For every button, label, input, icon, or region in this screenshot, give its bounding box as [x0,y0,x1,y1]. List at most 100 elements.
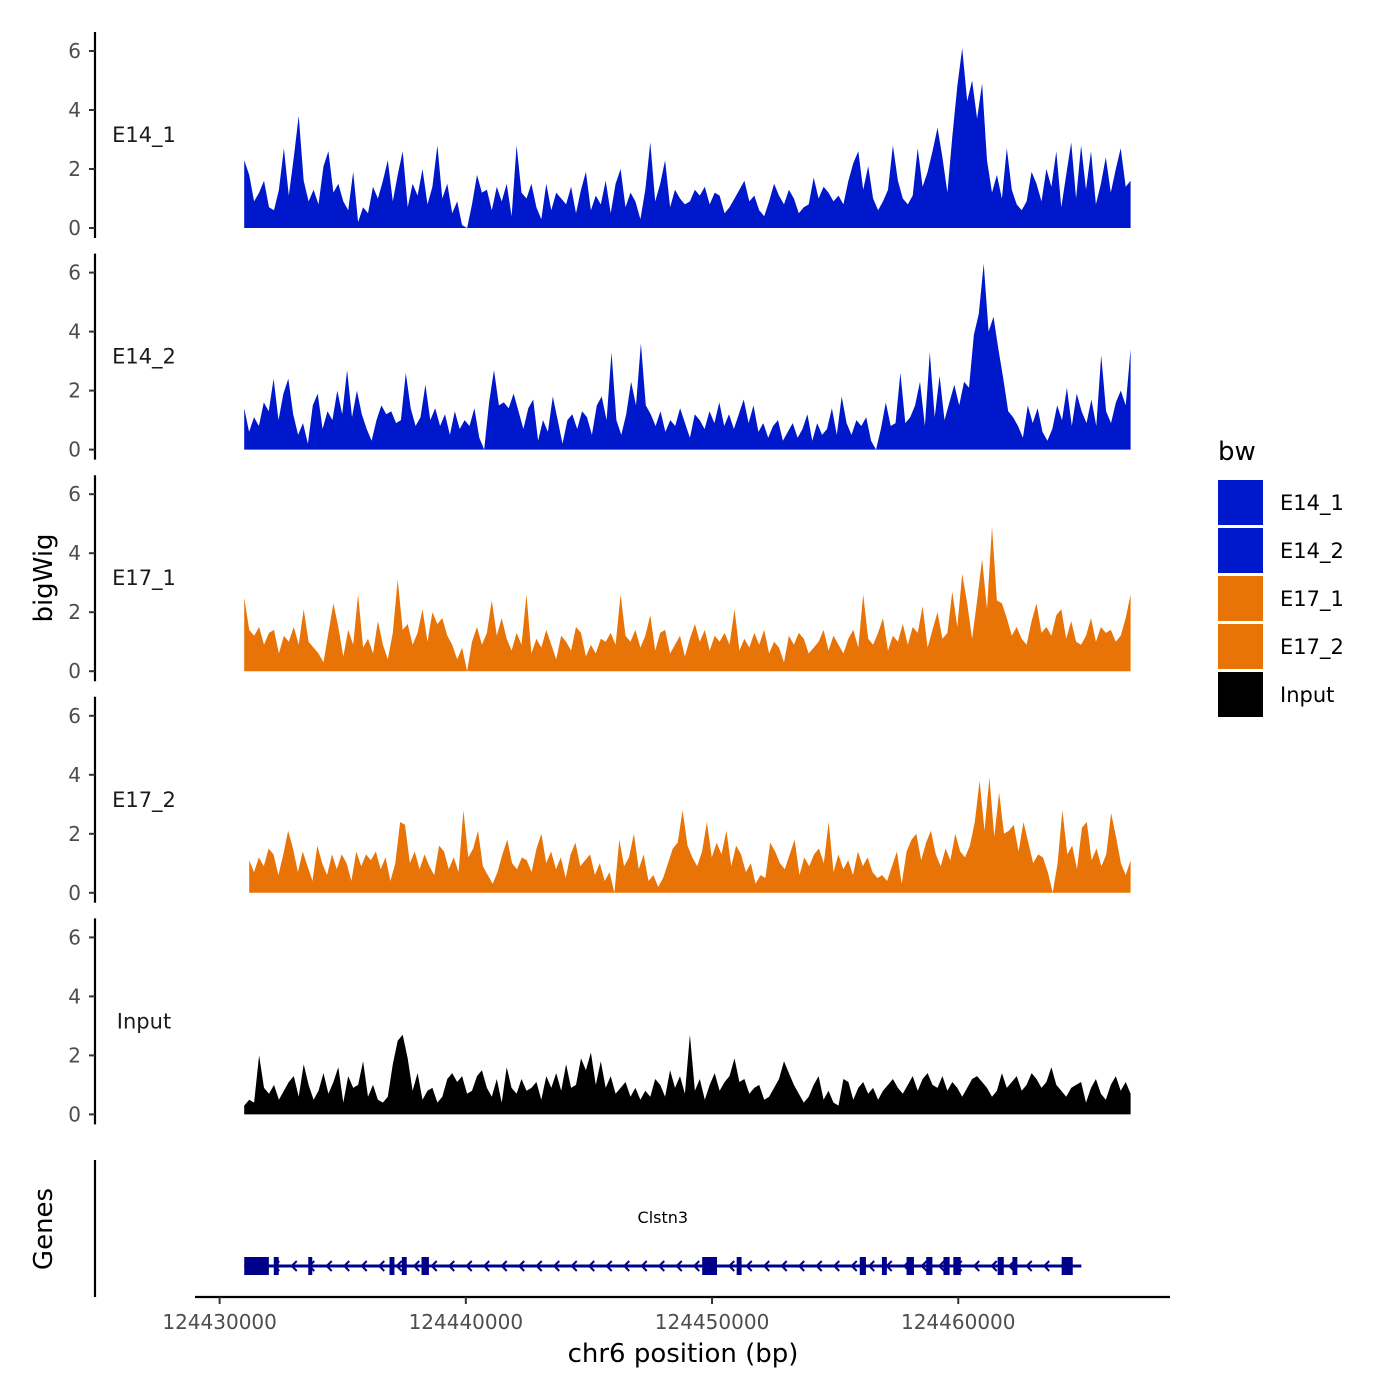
track-label: Input [117,1009,171,1033]
exon [1061,1257,1073,1275]
strand-arrow [1025,1260,1033,1272]
strand-arrow [517,1260,525,1272]
strand-arrow [1042,1260,1050,1272]
strand-arrow [797,1260,805,1272]
strand-arrow [290,1260,298,1272]
x-axis: 124430000 124440000 124450000 124460000 [162,1295,1170,1334]
exon [736,1257,742,1275]
track-label: E14_2 [112,345,176,370]
y-tick-label: 4 [68,320,81,344]
strand-arrow [430,1260,438,1272]
strand-arrow [342,1260,350,1272]
exon [906,1257,914,1275]
gene-name-label: Clstn3 [638,1208,689,1227]
y-tick-label: 4 [68,763,81,787]
strand-arrow [657,1260,665,1272]
exon [859,1257,866,1275]
legend-label-Input: Input [1280,683,1334,707]
legend-label-E14_2: E14_2 [1280,539,1344,564]
x-tick-label: 124440000 [409,1310,524,1334]
exon [273,1257,279,1275]
exon [401,1257,407,1275]
strand-arrow [850,1260,858,1272]
legend-title: bw [1218,437,1256,467]
strand-arrow [552,1260,560,1272]
exon [389,1257,395,1275]
legend-swatch-E14_2 [1218,528,1263,573]
exon [308,1257,313,1275]
y-tick-label: 0 [68,216,81,240]
legend-swatch-E17_2 [1218,624,1263,669]
track-E14_2: 0 2 4 6 E14_2 [68,253,1131,462]
exon [943,1257,950,1275]
strand-arrow [377,1260,385,1272]
track-label: E17_2 [112,788,176,813]
strand-arrow [325,1260,333,1272]
y-tick-label: 4 [68,541,81,565]
strand-arrow [535,1260,543,1272]
y-tick-label: 0 [68,659,81,683]
gene-track-title: Genes [29,1188,59,1270]
x-tick-label: 124430000 [162,1310,277,1334]
strand-arrow [920,1260,928,1272]
strand-arrow [395,1260,403,1272]
track-label: E17_1 [112,566,176,591]
y-tick-label: 2 [68,157,81,181]
exon [953,1257,961,1275]
legend-swatch-Input [1218,672,1263,717]
legend-label-E14_1: E14_1 [1280,491,1344,516]
strand-arrow [867,1260,875,1272]
x-tick-label: 124460000 [901,1310,1016,1334]
y-tick-label: 0 [68,438,81,462]
exon [926,1257,933,1275]
strand-arrow [360,1260,368,1272]
strand-arrow [570,1260,578,1272]
strand-arrow [832,1260,840,1272]
coverage-area-E14_2 [244,263,1131,450]
strand-arrow [447,1260,455,1272]
strand-arrow [412,1260,420,1272]
legend-label-E17_1: E17_1 [1280,587,1344,612]
y-tick-label: 4 [68,98,81,122]
track-E17_1: 0 2 4 6 E17_1 [68,475,1131,683]
strand-arrow [972,1260,980,1272]
y-tick-label: 2 [68,822,81,846]
exon [881,1257,887,1275]
coverage-area-Input [244,1034,1131,1115]
x-tick-label: 124450000 [655,1310,770,1334]
y-tick-label: 2 [68,1043,81,1067]
strand-arrow [482,1260,490,1272]
y-tick-label: 2 [68,600,81,624]
coverage-area-E17_1 [244,526,1131,672]
coverage-area-E17_2 [249,777,1131,893]
track-Input: 0 2 4 6 Input [68,918,1131,1126]
coverage-area-E14_1 [244,48,1131,228]
y-tick-label: 0 [68,1102,81,1126]
exon [421,1257,429,1275]
strand-arrow [937,1260,945,1272]
exon [244,1257,269,1275]
y-tick-label: 4 [68,984,81,1008]
y-tick-label: 6 [68,704,81,728]
track-E17_2: 0 2 4 6 E17_2 [68,696,1131,905]
exon [1012,1257,1018,1275]
y-tick-label: 6 [68,482,81,506]
legend-swatch-E14_1 [1218,480,1263,525]
y-tick-label: 6 [68,925,81,949]
y-tick-label: 6 [68,261,81,285]
legend-swatch-E17_1 [1218,576,1263,621]
strand-arrow [990,1260,998,1272]
strand-arrow [675,1260,683,1272]
coverage-tracks: 0 2 4 6 E14_1 0 2 4 6 E14_2 0 2 4 6 E17_1 0 2 4 6 E17_2 0 2 4 6… [68,32,1131,1126]
y-axis-title: bigWig [29,533,59,622]
strand-arrow [745,1260,753,1272]
strand-arrow [815,1260,823,1272]
gene-track: Genes Clstn3 [29,1160,1082,1297]
track-E14_1: 0 2 4 6 E14_1 [68,32,1131,240]
strand-arrow [465,1260,473,1272]
legend-label-E17_2: E17_2 [1280,635,1344,660]
y-tick-label: 0 [68,881,81,905]
strand-arrow [640,1260,648,1272]
strand-arrow [500,1260,508,1272]
